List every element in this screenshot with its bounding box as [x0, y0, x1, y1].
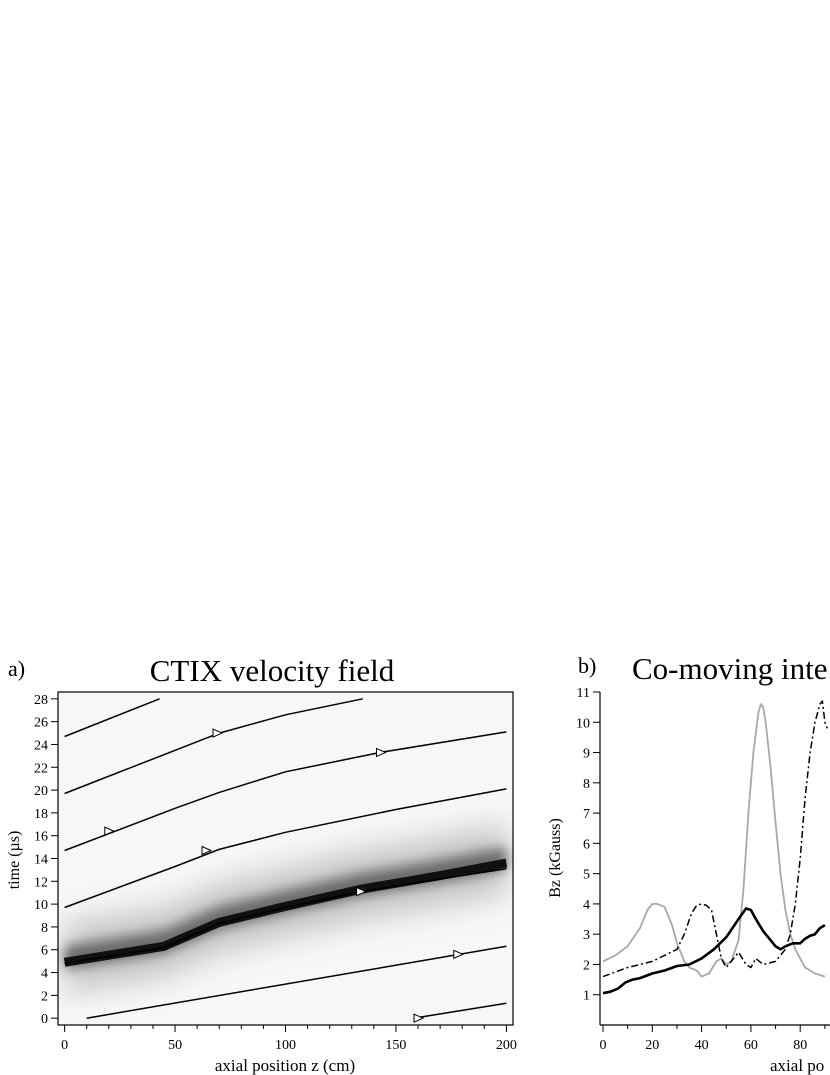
y-tick-label: 0 — [41, 1012, 48, 1027]
panel-b-title: Co-moving inte — [632, 651, 827, 686]
trajectory-arrow-marker — [201, 845, 213, 856]
x-tick-label: 150 — [385, 1038, 406, 1053]
y-tick-label: 14 — [34, 853, 48, 868]
trajectory-arrow-marker — [453, 949, 465, 960]
panel-b: b) Co-moving inte 0 20 40 60 80 123456789101… — [547, 651, 830, 1075]
bz-series-line — [602, 703, 826, 978]
y-tick-label: 10 — [34, 898, 48, 913]
bz-series-line — [602, 907, 826, 995]
trajectory-arrow-marker — [413, 1013, 425, 1023]
panel-b-y-axis-label: Bz (kGauss) — [547, 818, 564, 898]
peak-velocity-band — [63, 858, 508, 967]
y-tick-label: 5 — [583, 868, 590, 883]
y-tick-label: 6 — [583, 837, 590, 852]
y-tick-label: 2 — [583, 958, 590, 973]
y-tick-label: 20 — [34, 784, 48, 799]
y-tick-label: 9 — [583, 747, 590, 762]
trajectory-line — [64, 868, 507, 965]
y-tick-label: 1 — [583, 989, 590, 1004]
x-tick-label: 40 — [695, 1038, 709, 1053]
panel-b-x-axis-label: axial po — [770, 1056, 824, 1075]
y-tick-label: 18 — [34, 807, 48, 822]
trajectory-line — [64, 698, 160, 738]
y-tick-label: 3 — [583, 928, 590, 943]
y-tick-label: 4 — [41, 967, 48, 982]
bz-profile-lines — [602, 700, 828, 995]
x-tick-label: 60 — [744, 1038, 758, 1053]
trajectory-lines — [64, 698, 507, 1023]
panel-b-y-axis: 1 2 3 4 5 6 7 8 9 10 11 — [576, 686, 600, 1004]
x-tick-label: 0 — [600, 1038, 607, 1053]
panel-a-x-axis: 0 50 100 150 200 — [61, 1025, 517, 1053]
trajectory-line — [64, 731, 507, 852]
y-tick-label: 2 — [41, 989, 48, 1004]
y-tick-label: 8 — [583, 777, 590, 792]
trajectory-arrow-marker — [104, 826, 116, 836]
y-tick-label: 11 — [577, 686, 590, 701]
y-tick-label: 8 — [41, 921, 48, 936]
trajectory-line — [64, 698, 363, 795]
panel-b-x-axis: 0 20 40 60 80 — [600, 1025, 826, 1053]
y-tick-label: 24 — [34, 738, 48, 753]
x-tick-label: 200 — [496, 1038, 517, 1053]
panel-a-x-axis-label: axial position z (cm) — [215, 1056, 355, 1075]
trajectory-line — [413, 1002, 507, 1019]
y-tick-label: 12 — [34, 875, 48, 890]
y-tick-label: 26 — [34, 716, 48, 731]
y-tick-label: 6 — [41, 944, 48, 959]
x-tick-label: 0 — [61, 1038, 68, 1053]
trajectory-line — [64, 788, 507, 909]
panel-b-label: b) — [578, 653, 596, 678]
trajectory-arrow-marker — [356, 886, 367, 897]
panel-a-y-axis-label: time (µs) — [6, 831, 23, 890]
panel-a-label: a) — [8, 656, 25, 681]
bz-series-line — [602, 700, 828, 978]
y-tick-label: 10 — [576, 716, 590, 731]
trajectory-line — [86, 945, 507, 1019]
x-tick-label: 100 — [275, 1038, 296, 1053]
x-tick-label: 50 — [168, 1038, 182, 1053]
y-tick-label: 7 — [583, 807, 590, 822]
y-tick-label: 28 — [34, 693, 48, 708]
panel-a: a) CTIX velocity field 0 50 100 150 200 0246… — [6, 653, 517, 1075]
y-tick-label: 4 — [583, 898, 590, 913]
y-tick-label: 16 — [34, 830, 48, 845]
trajectory-arrow-marker — [212, 728, 224, 738]
trajectory-arrow-marker — [375, 747, 387, 758]
x-tick-label: 20 — [645, 1038, 659, 1053]
x-tick-label: 80 — [793, 1038, 807, 1053]
panel-a-title: CTIX velocity field — [150, 653, 395, 688]
y-tick-label: 22 — [34, 761, 48, 776]
